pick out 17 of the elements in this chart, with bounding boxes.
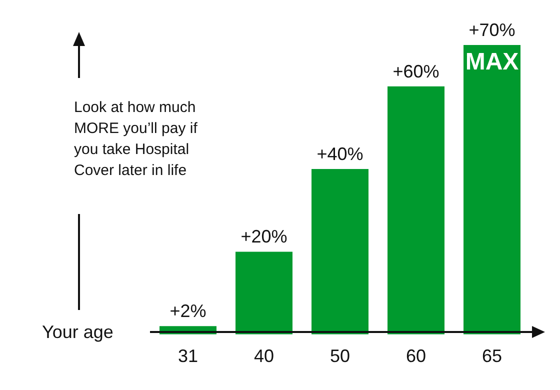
x-tick-label: 65 bbox=[482, 346, 502, 366]
bar bbox=[464, 45, 520, 334]
x-tick-label: 60 bbox=[406, 346, 426, 366]
bar bbox=[312, 169, 368, 334]
data-label: +20% bbox=[240, 226, 288, 247]
x-tick-label: 40 bbox=[254, 346, 274, 366]
data-label: +60% bbox=[392, 61, 440, 82]
annotation: MAX bbox=[465, 48, 519, 76]
data-label: +70% bbox=[468, 20, 516, 40]
bar bbox=[388, 86, 444, 334]
data-label: +2% bbox=[170, 301, 206, 322]
x-axis-title: Your age bbox=[42, 322, 114, 343]
x-tick-label: 50 bbox=[330, 346, 350, 366]
annotation: Look at how much MORE you’ll pay if you take Hospital Cover later in life bbox=[74, 98, 198, 181]
data-label: +40% bbox=[316, 144, 364, 164]
bar bbox=[236, 252, 292, 334]
x-tick-label: 31 bbox=[178, 346, 198, 366]
